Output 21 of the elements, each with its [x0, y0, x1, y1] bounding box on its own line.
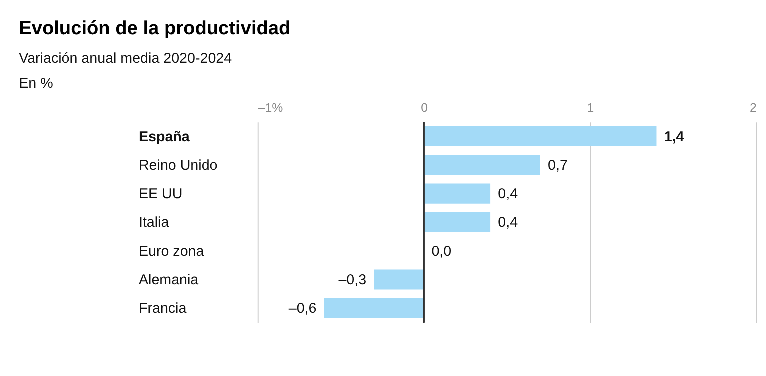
y-tick-label: Italia — [138, 215, 170, 232]
x-tick-label: 1 — [587, 101, 594, 116]
data-label: 0,4 — [498, 215, 518, 232]
y-tick-label: Francia — [138, 301, 187, 318]
data-label: 0,4 — [498, 186, 518, 203]
data-label: 1,4 — [664, 129, 684, 146]
x-tick-label: 2 — [750, 101, 758, 116]
x-tick-label: –1% — [258, 101, 284, 116]
data-label: –0,6 — [288, 301, 317, 318]
data-label: 0,7 — [548, 158, 568, 174]
y-tick-label: España — [138, 129, 191, 146]
y-tick-label: Reino Unido — [138, 158, 218, 174]
chart-title: Evolución de la productividad — [19, 18, 291, 40]
y-tick-label: EE UU — [138, 186, 183, 203]
text: En % — [19, 76, 54, 92]
text: Variación anual media 2020-2024 — [19, 50, 232, 67]
y-tick-label: Euro zona — [138, 244, 204, 260]
x-tick-label: 0 — [421, 101, 428, 116]
data-label: –0,3 — [338, 272, 367, 289]
y-tick-label: Alemania — [138, 272, 199, 289]
data-label: 0,0 — [432, 244, 452, 260]
